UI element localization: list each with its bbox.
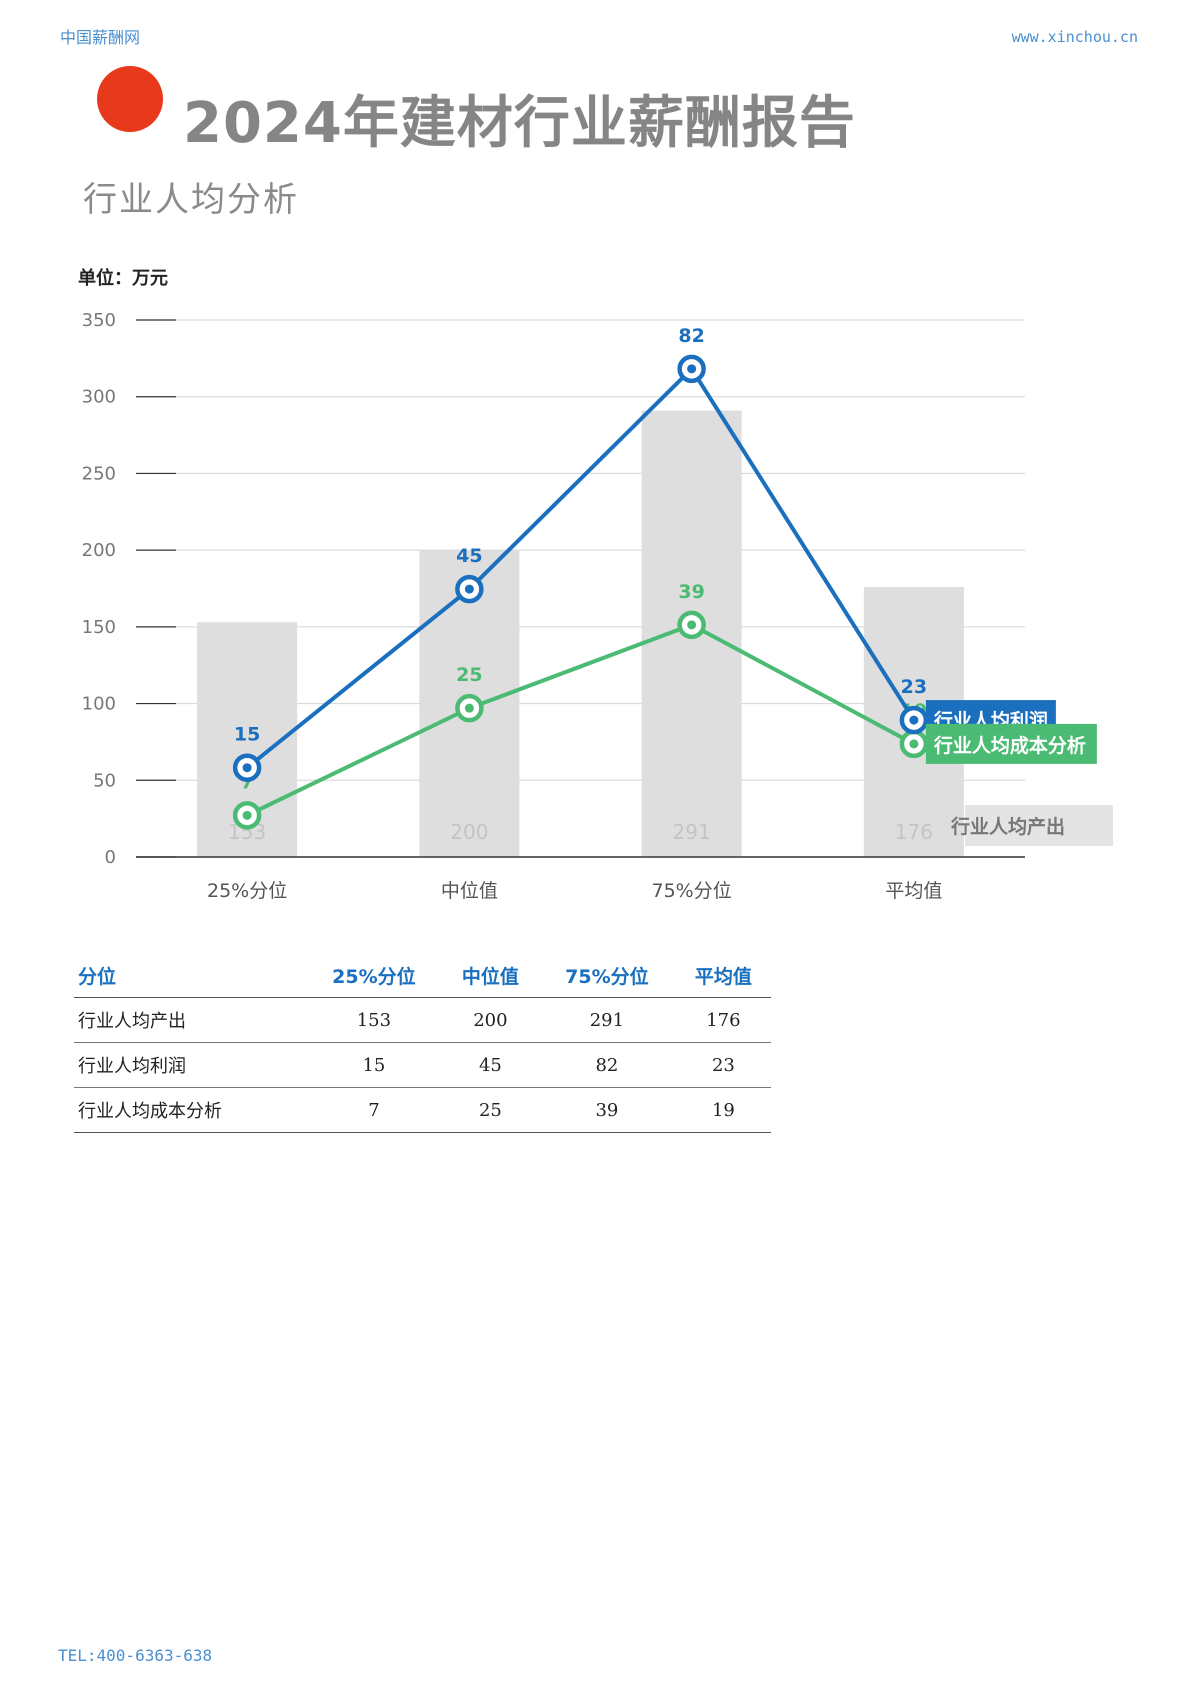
- y-tick-label: 100: [82, 694, 116, 715]
- cost-value-label: 39: [678, 581, 704, 603]
- profit-value-label: 82: [678, 325, 704, 347]
- table-cell: 25: [442, 1087, 538, 1133]
- table-header-row: 分位 25%分位 中位值 75%分位 平均值: [74, 953, 771, 998]
- cost-point-center: [909, 739, 919, 749]
- table-cell: 23: [675, 1042, 771, 1088]
- table-row: 行业人均利润 15 45 82 23: [74, 1042, 771, 1088]
- profit-value-label: 23: [901, 676, 927, 698]
- site-url[interactable]: www.xinchou.cn: [1011, 28, 1138, 46]
- x-tick-label: 中位值: [441, 880, 498, 902]
- profit-point-center: [909, 715, 919, 725]
- y-tick-label: 0: [105, 847, 116, 868]
- legend-label-output: 行业人均产出: [950, 815, 1065, 838]
- page-title: 2024年建材行业薪酬报告: [183, 91, 856, 156]
- table-cell: 行业人均利润: [74, 1042, 305, 1088]
- table-header-cell: 75%分位: [537, 953, 676, 998]
- table-cell: 15: [305, 1042, 443, 1088]
- table-cell: 45: [442, 1042, 538, 1088]
- table-cell: 82: [537, 1042, 676, 1088]
- footer-phone: TEL:400-6363-638: [58, 1646, 213, 1665]
- bar-value-label: 200: [450, 820, 488, 844]
- table-cell: 176: [675, 997, 771, 1043]
- cost-line: [246, 622, 915, 818]
- table-header-cell: 25%分位: [305, 953, 443, 998]
- table-cell: 19: [675, 1087, 771, 1133]
- legend-tag-output: [965, 805, 1113, 846]
- profit-point-center: [464, 584, 474, 594]
- y-tick-label: 200: [82, 540, 116, 561]
- y-tick-label: 350: [82, 310, 116, 331]
- table-cell: 行业人均成本分析: [74, 1087, 305, 1133]
- cost-value-label: 25: [456, 664, 482, 686]
- profit-value-label: 45: [456, 545, 482, 567]
- cost-point-center: [687, 620, 697, 630]
- table-cell: 行业人均产出: [74, 997, 305, 1043]
- x-tick-label: 75%分位: [652, 880, 732, 902]
- y-tick-label: 250: [82, 463, 116, 484]
- bar-value-label: 291: [673, 820, 711, 844]
- cost-point-center: [242, 810, 252, 820]
- x-tick-label: 25%分位: [207, 880, 287, 902]
- table-cell: 7: [305, 1087, 443, 1133]
- table-header-cell: 平均值: [675, 953, 771, 998]
- bar-value-label: 176: [895, 820, 933, 844]
- table-row: 行业人均成本分析 7 25 39 19: [74, 1087, 771, 1133]
- legend-tag-cost: [925, 723, 1097, 764]
- table-cell: 200: [442, 997, 538, 1043]
- table-cell: 291: [537, 997, 676, 1043]
- unit-label: 单位：万元: [78, 268, 168, 289]
- table-header-cell: 中位值: [442, 953, 538, 998]
- site-name: 中国薪酬网: [60, 28, 141, 47]
- cost-point-center: [464, 703, 474, 713]
- y-tick-label: 50: [93, 770, 116, 791]
- data-table: 分位 25%分位 中位值 75%分位 平均值 行业人均产出 153 200 29…: [74, 953, 771, 1133]
- profit-value-label: 15: [234, 724, 260, 746]
- table-row: 行业人均产出 153 200 291 176: [74, 997, 771, 1043]
- accent-dot-icon: [97, 66, 163, 132]
- profit-line: [245, 365, 916, 770]
- x-tick-label: 平均值: [885, 880, 942, 902]
- table-cell: 39: [537, 1087, 676, 1133]
- table-header-cell: 分位: [74, 953, 305, 998]
- table-cell: 153: [305, 997, 443, 1043]
- section-subtitle: 行业人均分析: [83, 180, 299, 220]
- legend-label-cost: 行业人均成本分析: [933, 734, 1086, 757]
- y-tick-label: 150: [82, 617, 116, 638]
- profit-point-center: [687, 364, 697, 374]
- y-tick-label: 300: [82, 387, 116, 408]
- profit-point-center: [242, 763, 252, 773]
